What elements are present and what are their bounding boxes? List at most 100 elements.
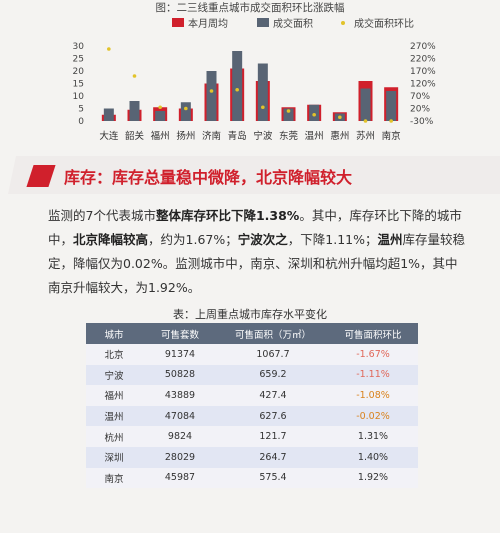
bar-transaction-area [180,102,191,121]
ratio-point [158,105,162,110]
text-run: ，约为1.67%； [148,232,238,247]
table-header-row: 城市 可售套数 可售面积（万㎡） 可售面积环比 [86,323,418,344]
ratio-point [338,115,342,120]
area-cell: 427.4 [218,385,328,406]
x-tick-label: 温州 [305,131,324,142]
y-right-tick-label: 220% [410,55,436,65]
header-change: 可售面积环比 [328,323,418,344]
units-cell: 50828 [142,364,218,386]
units-cell: 47084 [142,405,218,427]
legend-swatch [172,18,184,27]
y-left-tick-label: 5 [78,105,84,115]
ratio-point [312,112,316,117]
bar-transaction-area [206,71,217,121]
x-tick-label: 东莞 [279,130,299,142]
city-cell: 北京 [86,344,142,365]
bar-transaction-area [155,111,166,121]
text-run: 。其中，库存环比下降的城市中， [48,208,462,247]
x-tick-label: 扬州 [176,130,195,142]
table-caption: 表：上周重点城市库存水平变化 [173,308,327,321]
x-tick-label: 福州 [151,130,170,142]
units-cell: 9824 [142,426,218,447]
bar-transaction-area [257,63,268,121]
table-row: 杭州 9824 121.7 1.31% [86,426,418,447]
legend-swatch [257,18,269,27]
y-left-tick-label: 15 [73,80,84,90]
change-cell: -1.08% [328,385,418,406]
change-cell: 1.92% [328,467,418,489]
x-tick-label: 惠州 [330,130,349,142]
area-cell: 575.4 [218,467,328,489]
highlight: 北京降幅较高 [73,232,149,247]
change-cell: -1.67% [328,344,418,365]
area-cell: 264.7 [218,446,328,468]
y-right-tick-label: 270% [410,42,436,52]
y-right-tick-label: 170% [410,67,436,77]
y-right-tick-label: 70% [410,92,430,102]
ratio-point [363,119,368,123]
x-tick-label: 宁波 [253,130,273,142]
change-cell: 1.31% [328,426,418,447]
x-tick-label: 苏州 [356,130,375,142]
units-cell: 43889 [142,385,218,406]
city-cell: 福州 [86,385,142,406]
x-tick-label: 南京 [382,130,401,142]
chart-area: 图：二三线重点城市成交面积环比涨跌幅 本月周均 成交面积 成交面积环比 0 5 10 15 20… [0,0,500,150]
ratio-point [261,105,265,110]
analysis-paragraph: 监测的7个代表城市整体库存环比下降1.38%。其中，库存环比下降的城市中，北京降… [48,204,470,300]
area-cell: 659.2 [218,364,328,386]
ratio-point [184,106,188,111]
table-row: 宁波 50828 659.2 -1.11% [86,364,418,386]
ratio-point [132,74,137,78]
area-cell: 627.6 [218,405,328,427]
table-row: 温州 47084 627.6 -0.02% [86,405,418,427]
table-row: 南京 45987 575.4 1.92% [86,467,418,489]
legend-label: 成交面积环比 [354,17,414,30]
header-units: 可售套数 [142,323,218,344]
change-cell: -0.02% [328,405,418,427]
x-tick-label: 济南 [202,130,221,142]
legend-label: 成交面积 [273,17,313,30]
table-row: 福州 43889 427.4 -1.08% [86,385,418,406]
bar-transaction-area [129,101,140,121]
city-cell: 杭州 [86,426,142,447]
bar-transaction-area [283,108,294,121]
highlight: 宁波次之 [237,232,288,247]
legend-label: 本月周均 [188,17,228,30]
text-run: 监测的7个代表城市 [48,208,156,223]
city-cell: 宁波 [86,364,142,386]
y-right-tick-label: 120% [410,80,436,90]
change-cell: -1.11% [328,364,418,386]
y-left-tick-label: 0 [78,117,84,127]
city-cell: 深圳 [86,446,142,468]
legend-swatch [341,21,345,25]
area-cell: 1067.7 [218,344,328,365]
text-run: ，下降1.11%； [287,232,378,247]
header-area: 可售面积（万㎡） [218,323,328,344]
city-cell: 南京 [86,467,142,489]
bar-transaction-area [386,91,397,121]
inventory-table: 城市 可售套数 可售面积（万㎡） 可售面积环比 北京 91374 1067.7 … [86,323,418,489]
change-cell: 1.40% [328,446,418,468]
y-right-tick-label: 20% [410,105,430,115]
ratio-point [107,47,111,51]
section-heading-band [0,156,500,194]
y-left-tick-label: 10 [73,92,85,102]
highlight: 温州 [377,232,403,247]
city-cell: 温州 [86,405,142,427]
table-row: 北京 91374 1067.7 -1.67% [86,344,418,365]
area-cell: 121.7 [218,426,328,447]
ratio-point [286,109,291,113]
y-right-tick-label: -30% [410,117,434,127]
section-title: 库存：库存总量稳中微降，北京降幅较大 [64,168,353,187]
table-row: 深圳 28029 264.7 1.40% [86,446,418,468]
y-left-tick-label: 25 [73,55,84,65]
header-city: 城市 [86,323,142,344]
bar-transaction-area [103,108,114,121]
bar-transaction-area [309,104,320,121]
x-tick-label: 大连 [99,130,119,142]
units-cell: 45987 [142,467,218,489]
ratio-point [235,87,239,92]
ratio-point [389,119,393,123]
